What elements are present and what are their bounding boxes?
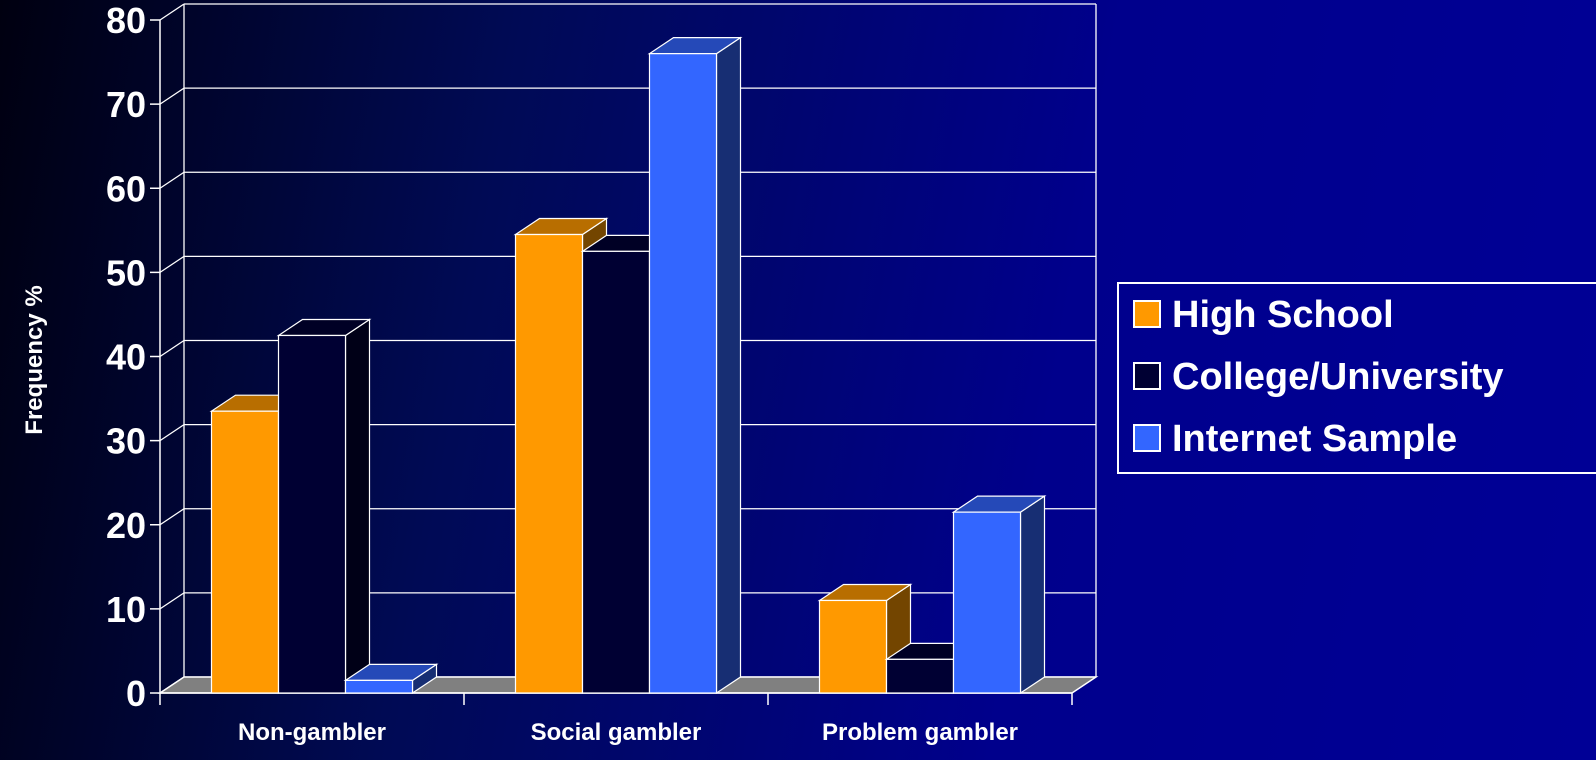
bar-side [715, 36, 742, 695]
gridline-depth [159, 255, 185, 273]
x-tick-labels: Non-gambler Social gambler Problem gambler [238, 719, 1018, 746]
bar-side [1019, 495, 1046, 695]
y-tick-label: 80 [106, 0, 146, 41]
y-tick-label: 10 [106, 589, 146, 630]
bar [951, 495, 1047, 695]
legend-label: High School [1172, 294, 1394, 336]
bar-front [952, 511, 1022, 694]
legend-label: Internet Sample [1172, 418, 1457, 460]
gridline-depth [159, 592, 185, 610]
x-tick-label: Non-gambler [238, 719, 386, 746]
x-tick-label: Problem gambler [822, 719, 1018, 746]
legend-label: College/University [1172, 356, 1504, 398]
bar-side [344, 318, 371, 695]
y-tick-label: 70 [106, 84, 146, 125]
y-tick-label: 30 [106, 421, 146, 462]
bar-front [277, 334, 347, 694]
bar-front [344, 679, 414, 694]
bars [209, 36, 1047, 695]
bar-front [648, 53, 718, 694]
gridline-depth [159, 424, 185, 442]
bar-front [514, 233, 584, 694]
gridline-depth [159, 87, 185, 105]
y-tick-label: 20 [106, 505, 146, 546]
y-tick-label: 40 [106, 337, 146, 378]
bar-front [581, 250, 651, 694]
bar-front [210, 410, 280, 694]
legend: High School College/University Internet Sa… [1117, 282, 1596, 474]
gridline-depth [159, 508, 185, 526]
bar [647, 36, 743, 695]
bar [276, 318, 372, 695]
y-tick-label: 60 [106, 168, 146, 209]
y-tick-label: 0 [126, 673, 146, 714]
y-tick-label: 50 [106, 252, 146, 293]
gridline-depth [159, 339, 185, 358]
legend-swatch [1133, 362, 1161, 390]
gridline-depth [159, 3, 185, 21]
bar [343, 663, 439, 695]
legend-swatch [1133, 300, 1161, 328]
y-axis-label: Frequency % [21, 285, 48, 434]
x-tick-label: Social gambler [531, 719, 702, 746]
gridline-depth [159, 171, 185, 189]
legend-box [1117, 282, 1596, 474]
y-tick-labels: 0 10 20 30 40 50 60 70 80 [106, 0, 146, 714]
bar-front [885, 658, 955, 694]
legend-swatch [1133, 424, 1161, 452]
bar-front [818, 599, 888, 694]
